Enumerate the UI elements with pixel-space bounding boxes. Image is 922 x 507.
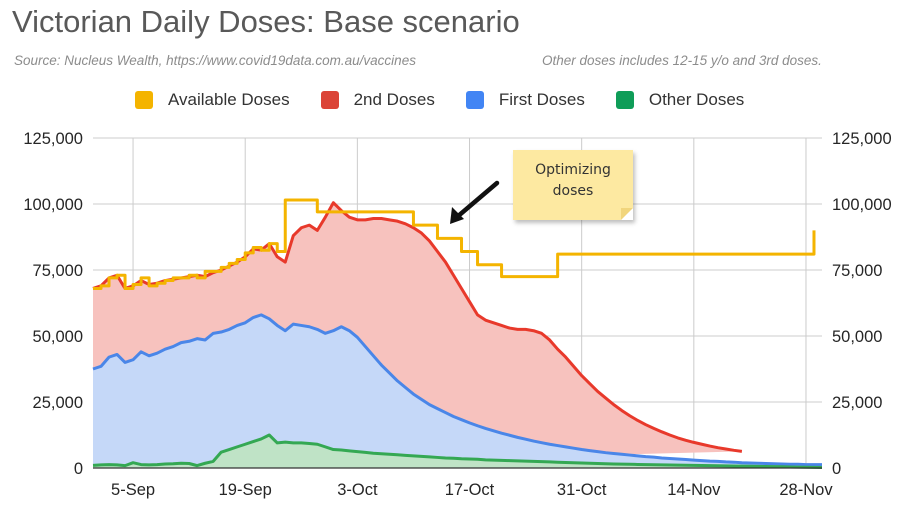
axes: 0 0 25,000 25,000 50,000 50,000 75,000 75,000 10… [23, 130, 891, 499]
area-other-doses [93, 435, 822, 468]
area-first-doses [93, 314, 822, 468]
line-other-doses [92, 433, 823, 469]
legend-label-2nd-doses: 2nd Doses [353, 90, 435, 109]
y-tick-label-right: 125,000 [832, 130, 892, 148]
y-tick-label-right: 100,000 [832, 196, 892, 214]
line-series [92, 198, 823, 469]
y-tick-label-right: 0 [832, 460, 841, 478]
legend-item-other-doses[interactable]: Other Doses [615, 90, 745, 110]
sticky-note-fold [621, 208, 633, 220]
annotation-line-1: Optimizing [535, 162, 611, 178]
source-note: Source: Nucleus Wealth, https://www.covi… [14, 53, 416, 68]
area-series [93, 202, 822, 468]
y-tick-label-left: 0 [74, 460, 83, 478]
x-tick-label: 19-Sep [219, 481, 272, 499]
y-tick-label-left: 25,000 [33, 394, 83, 412]
y-tick-label-left: 125,000 [23, 130, 83, 148]
annotation-line-2: doses [552, 183, 594, 199]
annotation-arrow [450, 180, 500, 224]
legend-swatch-other-doses [615, 91, 634, 109]
legend-item-2nd-doses[interactable]: 2nd Doses [320, 90, 435, 110]
y-tick-label-right: 50,000 [832, 328, 882, 346]
x-tick-label: 31-Oct [557, 481, 607, 499]
annotation-sticky-note: Optimizing doses [513, 150, 633, 220]
legend: Available Doses 2nd Doses First Doses Ot… [135, 90, 775, 110]
legend-swatch-available-doses [135, 91, 153, 109]
line-first-doses [92, 313, 822, 467]
legend-label-available-doses: Available Doses [168, 90, 290, 109]
x-tick-label: 14-Nov [667, 481, 721, 499]
x-tick-label: 28-Nov [779, 481, 833, 499]
line-available-doses [93, 198, 816, 290]
legend-label-other-doses: Other Doses [648, 90, 745, 109]
legend-item-available-doses[interactable]: Available Doses [135, 90, 290, 110]
x-tick-label: 17-Oct [445, 481, 495, 499]
y-tick-label-right: 25,000 [832, 394, 882, 412]
chart-title: Victorian Daily Doses: Base scenario [12, 4, 520, 39]
y-tick-label-right: 75,000 [832, 262, 882, 280]
y-tick-label-left: 75,000 [33, 262, 83, 280]
y-tick-label-left: 100,000 [23, 196, 83, 214]
legend-label-first-doses: First Doses [498, 90, 585, 109]
legend-item-first-doses[interactable]: First Doses [465, 90, 585, 110]
legend-swatch-2nd-doses [320, 91, 339, 109]
x-tick-label: 5-Sep [111, 481, 155, 499]
legend-swatch-first-doses [465, 91, 484, 109]
doses-note: Other doses includes 12-15 y/o and 3rd d… [542, 53, 822, 68]
line-2nd-doses [92, 201, 743, 453]
y-tick-label-left: 50,000 [33, 328, 83, 346]
x-tick-label: 3-Oct [337, 481, 378, 499]
